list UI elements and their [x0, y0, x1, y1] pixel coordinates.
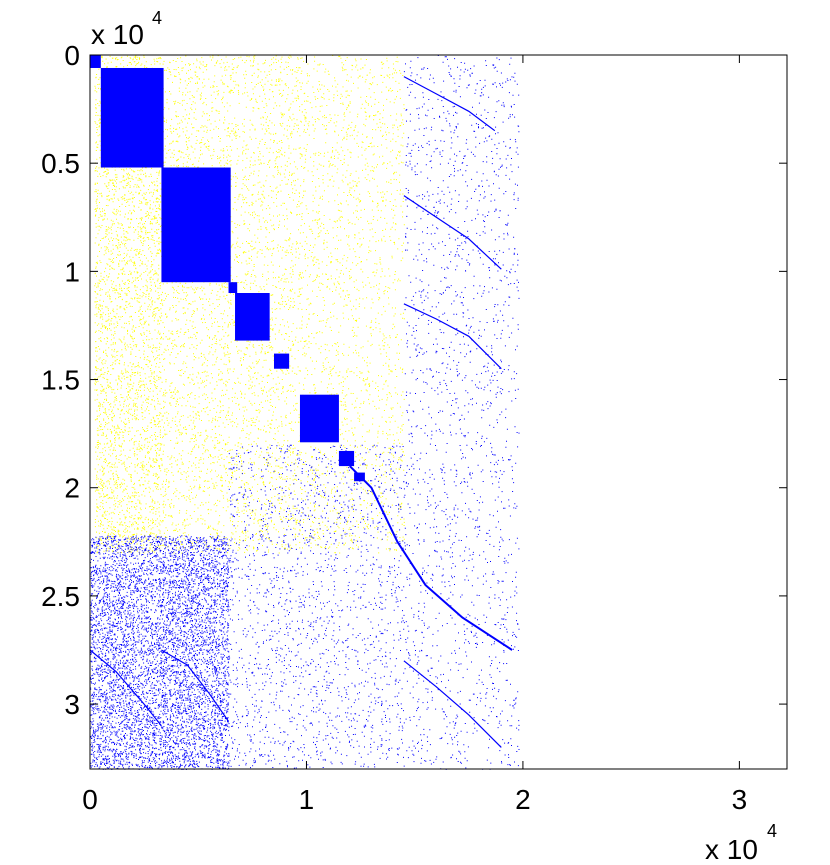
y-exponent-label: x 10 — [91, 19, 144, 50]
diagonal-block-2 — [161, 167, 231, 283]
diagonal-block-0 — [90, 55, 101, 68]
arc-4 — [89, 649, 162, 727]
x-tick-label-3: 3 — [732, 784, 748, 815]
axis-ticks — [89, 54, 787, 769]
y-exponent-power: 4 — [152, 8, 162, 28]
arc-5 — [161, 649, 229, 722]
x-exponent-label: x 10 — [705, 834, 758, 865]
x-tick-label-1: 1 — [299, 784, 315, 815]
arc-1 — [403, 195, 502, 270]
blue-scatter-region-1 — [161, 535, 230, 770]
arc-0 — [403, 76, 496, 132]
axis-tick-labels: 0 1 2 3 0 0.5 1 1.5 2 2.5 3 — [41, 40, 747, 815]
y-tick-label-4: 2 — [64, 473, 80, 504]
y-tick-label-6: 3 — [64, 689, 80, 720]
diagonal-block-6 — [299, 394, 339, 443]
y-tick-label-2: 1 — [64, 256, 80, 287]
diagonal-block-1 — [100, 67, 164, 168]
yellow-series — [94, 55, 405, 554]
y-tick-label-1: 0.5 — [41, 148, 80, 179]
plot-frame — [89, 54, 788, 770]
y-tick-label-0: 0 — [64, 40, 80, 71]
arc-2 — [403, 303, 502, 370]
diagonal-block-4 — [235, 293, 270, 341]
x-exponent-power: 4 — [767, 821, 777, 841]
diagonal-block-5 — [273, 353, 290, 369]
x-tick-label-0: 0 — [82, 784, 98, 815]
diagonal-block-7 — [338, 450, 355, 467]
blue-series — [89, 55, 520, 770]
arc-3 — [403, 660, 502, 748]
x-tick-label-2: 2 — [515, 784, 531, 815]
blue-scatter-region-0 — [90, 535, 163, 770]
yellow-scatter-region-0 — [94, 55, 163, 554]
y-tick-label-5: 2.5 — [41, 581, 80, 612]
diagonal-trace — [349, 465, 513, 651]
y-tick-label-3: 1.5 — [41, 365, 80, 396]
diagonal-block-3 — [228, 282, 238, 293]
